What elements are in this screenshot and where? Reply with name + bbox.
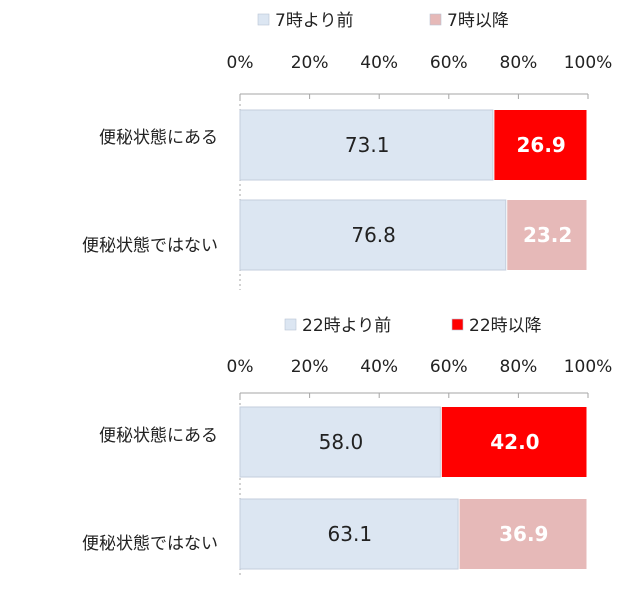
bar-segment: [507, 200, 587, 270]
bar-segment: [494, 110, 587, 180]
legend-swatch-2: [451, 318, 464, 331]
chart-panel-1: 7時より前 7時以降 0% 20% 40% 60% 80% 100% 便秘状態にある 73.1 26…: [82, 11, 612, 290]
category-label: 便秘状態にある: [99, 128, 218, 148]
legend-swatch-2: [429, 13, 442, 26]
legend-label-1: 7時より前: [275, 11, 353, 31]
x-tick-label: 20%: [291, 357, 329, 377]
x-tick-label: 80%: [500, 53, 538, 73]
x-tick-label: 0%: [227, 53, 254, 73]
x-tick-label: 40%: [360, 357, 398, 377]
legend-label-1: 22時より前: [302, 316, 391, 336]
x-tick-label: 80%: [500, 357, 538, 377]
x-tick-label: 100%: [564, 53, 613, 73]
x-tick-label: 40%: [360, 53, 398, 73]
legend-swatch-1: [257, 13, 270, 26]
x-tick-label: 0%: [227, 357, 254, 377]
data-label: 58.0: [319, 430, 364, 454]
bar-segment: [239, 109, 494, 181]
x-tick-label: 100%: [564, 357, 613, 377]
category-label: 便秘状態にある: [99, 426, 218, 446]
chart-panel-2: 22時より前 22時以降 0% 20% 40% 60% 80% 100% 便秘状態にある 58.0…: [82, 316, 612, 577]
legend-label-2: 7時以降: [447, 11, 509, 31]
legend-label-2: 22時以降: [469, 316, 542, 336]
category-label: 便秘状態ではない: [82, 236, 218, 256]
data-label: 76.8: [351, 223, 396, 247]
x-tick-label: 20%: [291, 53, 329, 73]
bar-segment: [239, 406, 441, 478]
data-label: 26.9: [517, 133, 566, 157]
data-label: 23.2: [523, 223, 572, 247]
data-label: 63.1: [328, 522, 373, 546]
bar-segment: [239, 199, 507, 271]
bar-segment: [441, 407, 587, 477]
data-label: 36.9: [499, 522, 548, 546]
x-tick-label: 60%: [430, 53, 468, 73]
data-label: 73.1: [345, 133, 390, 157]
legend-swatch-1: [284, 318, 297, 331]
bar-segment: [459, 499, 587, 569]
bar-segment: [239, 498, 459, 570]
x-tick-label: 60%: [430, 357, 468, 377]
data-label: 42.0: [490, 430, 539, 454]
category-label: 便秘状態ではない: [82, 534, 218, 554]
